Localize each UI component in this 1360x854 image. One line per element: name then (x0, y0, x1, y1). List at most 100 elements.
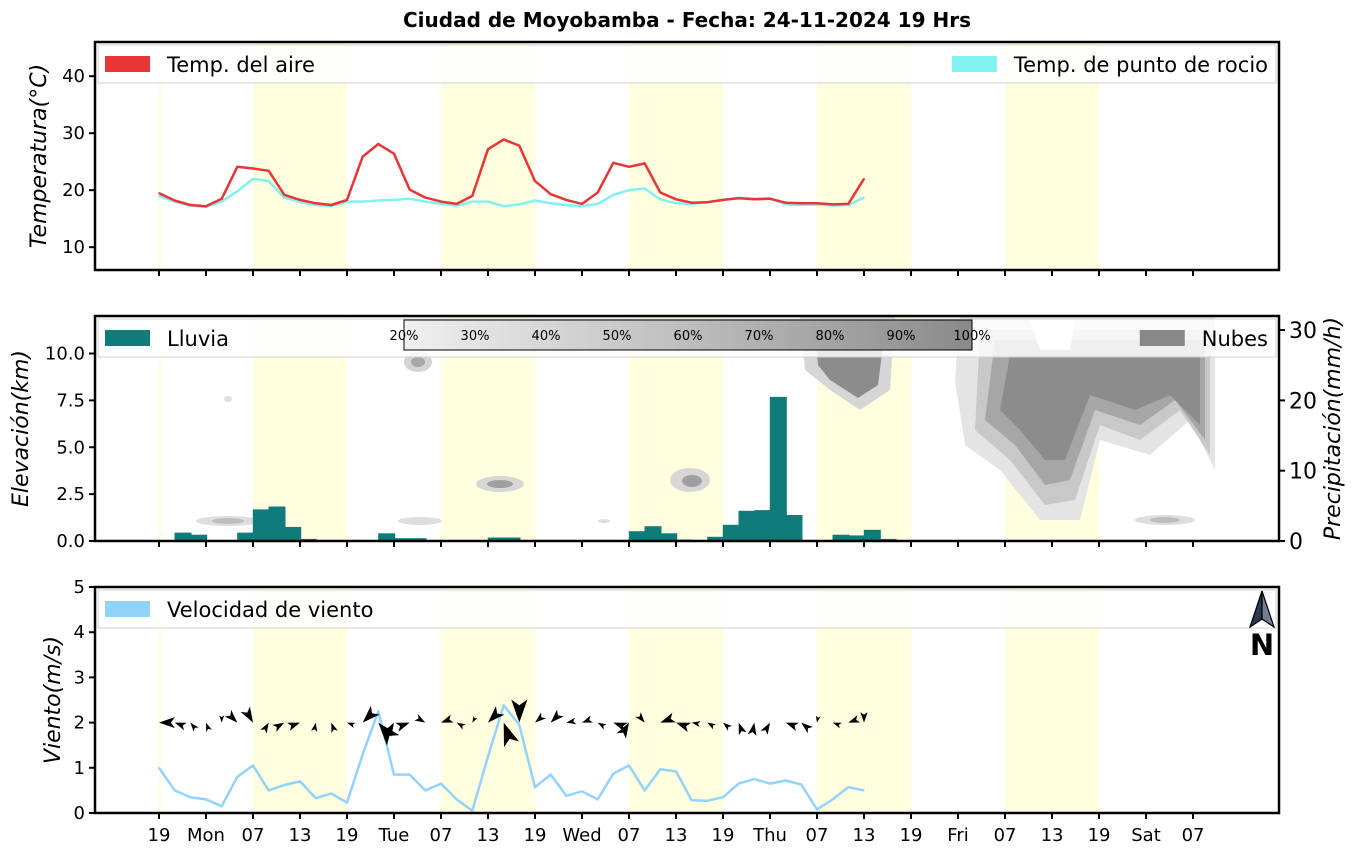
dew-point-line-point (393, 199, 395, 201)
x-tick-label: 13 (853, 825, 876, 846)
wind-speed-line-point (816, 808, 818, 811)
wind-arrow-head (441, 714, 454, 723)
air-temp-line-point (831, 203, 834, 206)
air-temp-line-point (847, 203, 850, 205)
wind-direction-arrow (456, 722, 466, 730)
y-tick-label: 7.5 (56, 390, 85, 411)
temperature-panel: Temp. del aire Temp. de punto de rocio 10 2… (27, 40, 1281, 276)
wind-direction-arrow (747, 722, 757, 736)
air-temp-line-point (518, 144, 521, 147)
north-arrow-icon: N (1248, 590, 1276, 662)
wind-arrow-head (395, 722, 410, 732)
x-tick-label: Fri (947, 825, 968, 846)
y-tick-label: 4 (74, 622, 85, 643)
air-temp-line-point (236, 166, 239, 168)
wind-arrow-head (240, 706, 253, 723)
wind-speed-line-point (612, 772, 615, 775)
rain-bar (707, 536, 725, 541)
wind-arrow-head (613, 722, 628, 732)
wind-arrow-head (747, 722, 757, 736)
y-axis-label-elevation: Elevación(km) (9, 350, 34, 507)
wind-speed-line-point (628, 764, 630, 767)
dew-point-line-point (502, 205, 505, 207)
y-tick-label: 10.0 (45, 344, 85, 365)
legend-wind-label: Velocidad de viento (167, 598, 373, 622)
air-temp-line-point (581, 203, 583, 205)
wind-direction-arrow (707, 722, 717, 730)
wind-arrow-head (635, 712, 645, 723)
wind-speed-line-point (643, 789, 646, 792)
wind-speed-line-point (189, 796, 192, 798)
air-temp-line-point (189, 204, 192, 206)
rain-bar (722, 524, 740, 541)
air-temp-line-point (628, 166, 630, 168)
air-temp-line-point (267, 170, 270, 172)
wind-direction-arrow (691, 721, 701, 728)
air-temp-line-point (220, 197, 223, 200)
wind-speed-line-point (283, 784, 286, 786)
legend-wind-swatch (105, 601, 150, 617)
colorbar-box (403, 319, 973, 351)
colorbar-tick-label: 100% (953, 329, 990, 344)
wind-speed-line-point (393, 773, 395, 776)
rain-bar (769, 396, 787, 541)
rain-bar (487, 537, 505, 541)
legend-box (97, 44, 1277, 84)
y-axis-label-precipitation: Precipitación(mm/h) (1321, 317, 1346, 540)
wind-direction-arrow (723, 722, 733, 731)
wind-speed-line-point (722, 796, 724, 798)
wind-arrow-head (616, 722, 629, 739)
dew-point-line-point (863, 196, 865, 199)
wind-speed-line-point (346, 801, 348, 804)
dew-point-line-point (800, 204, 803, 206)
wind-arrow-head (597, 722, 607, 730)
rain-bar (628, 531, 646, 541)
x-tick-label: 13 (665, 825, 688, 846)
x-tick-label: 13 (289, 825, 312, 846)
wind-arrow-head (456, 722, 466, 730)
air-temp-line-point (314, 202, 317, 205)
air-temp-line-point (440, 200, 442, 203)
y-tick-label: 2.5 (56, 484, 85, 505)
wind-direction-arrow (286, 722, 300, 731)
legend-air-temp-swatch (105, 56, 150, 72)
colorbar-tick-label: 70% (745, 329, 774, 344)
wind-speed-line-point (173, 789, 176, 792)
wind-arrow-head (760, 722, 770, 735)
wind-speed-line-point (408, 773, 411, 776)
wind-speed-line-point (236, 776, 239, 778)
wind-direction-arrow (860, 712, 868, 723)
wind-speed-line-point (800, 783, 803, 786)
north-label: N (1250, 628, 1274, 662)
wind-arrow-head (190, 722, 199, 732)
y2-tick-label: 0 (1289, 530, 1303, 555)
air-temp-line-point (502, 138, 505, 141)
rain-bar (378, 533, 396, 541)
wind-direction-arrow (535, 712, 547, 723)
wind-direction-arrow (550, 709, 564, 723)
air-temp-line-point (549, 193, 552, 195)
wind-speed-line-point (158, 767, 160, 769)
wind-speed-line-point (784, 779, 787, 782)
wind-direction-arrow (159, 717, 175, 729)
air-temp-line-point (800, 202, 803, 205)
wind-direction-arrow (272, 722, 285, 732)
air-temp-line-point (816, 202, 818, 205)
wind-direction-arrow (676, 722, 692, 733)
rain-bar (174, 532, 192, 541)
x-tick-label: 19 (900, 825, 923, 846)
dew-point-line-point (408, 197, 411, 200)
y-tick-label: 2 (74, 713, 85, 734)
wind-arrow-head (378, 722, 400, 746)
y2-tick-label: 20 (1289, 389, 1317, 414)
air-temp-line-point (424, 196, 427, 199)
wind-direction-arrow (378, 722, 400, 746)
cloud-contour (224, 396, 232, 402)
wind-arrow-head (219, 715, 225, 723)
wind-arrow-head (414, 714, 426, 723)
wind-panel: Velocidad de viento 0 1 2 3 4 5 Viento(m/s) (41, 577, 1281, 824)
wind-arrow-head (224, 709, 238, 723)
x-tick-label: 13 (477, 825, 500, 846)
wind-arrow-head (331, 722, 338, 734)
precipitation-cloud-panel: Lluvia Nubes 20% 30% 40% 50% 60% 70% 80% 90% 100% 0… (9, 314, 1346, 555)
